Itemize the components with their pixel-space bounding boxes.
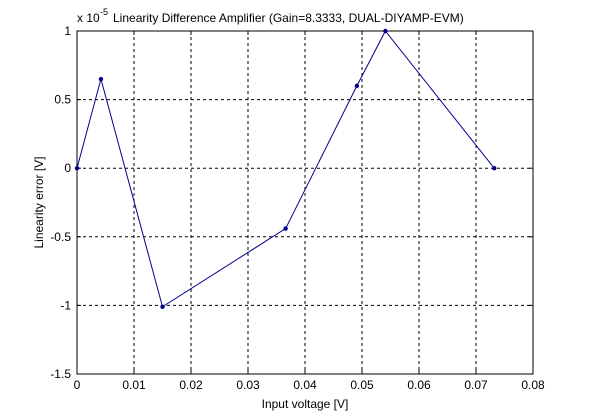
x-tick-label: 0 <box>74 378 81 392</box>
x-tick-label: 0.04 <box>293 378 317 392</box>
y-tick-label: 0 <box>64 161 71 175</box>
x-tick-label: 0.05 <box>350 378 374 392</box>
x-tick-labels: 0 0.01 0.02 0.03 0.04 0.05 0.06 0.07 0.08 <box>74 378 545 392</box>
y-tick-labels: -1.5 -1 -0.5 0 0.5 1 <box>50 24 71 381</box>
series <box>74 28 497 309</box>
x-tick-label: 0.06 <box>407 378 431 392</box>
x-tick-label: 0.01 <box>122 378 146 392</box>
x-tick-label: 0.08 <box>521 378 545 392</box>
x-tick-label: 0.03 <box>236 378 260 392</box>
y-axis-label: Linearity error [V] <box>32 156 46 248</box>
y-tick-label: -1 <box>60 298 71 312</box>
ticks <box>76 30 534 375</box>
y-tick-label: -0.5 <box>50 230 71 244</box>
y-tick-label: 1 <box>64 24 71 38</box>
data-point <box>160 304 165 309</box>
y-exponent-power: -5 <box>100 7 108 17</box>
y-tick-label: -1.5 <box>50 367 71 381</box>
y-tick-label: 0.5 <box>54 93 71 107</box>
x-tick-label: 0.07 <box>464 378 488 392</box>
plot-area <box>76 30 534 375</box>
series-line <box>76 30 495 308</box>
x-tick-label: 0.02 <box>179 378 203 392</box>
chart-title: Linearity Difference Amplifier (Gain=8.3… <box>113 11 464 25</box>
data-point <box>98 76 104 82</box>
grid <box>77 31 533 374</box>
data-point <box>283 226 288 231</box>
data-point <box>74 166 80 171</box>
data-point <box>383 28 388 34</box>
data-point <box>354 83 360 89</box>
x-axis-label: Input voltage [V] <box>262 397 349 411</box>
y-exponent-base: x 10 <box>77 11 100 25</box>
data-point <box>492 166 497 171</box>
